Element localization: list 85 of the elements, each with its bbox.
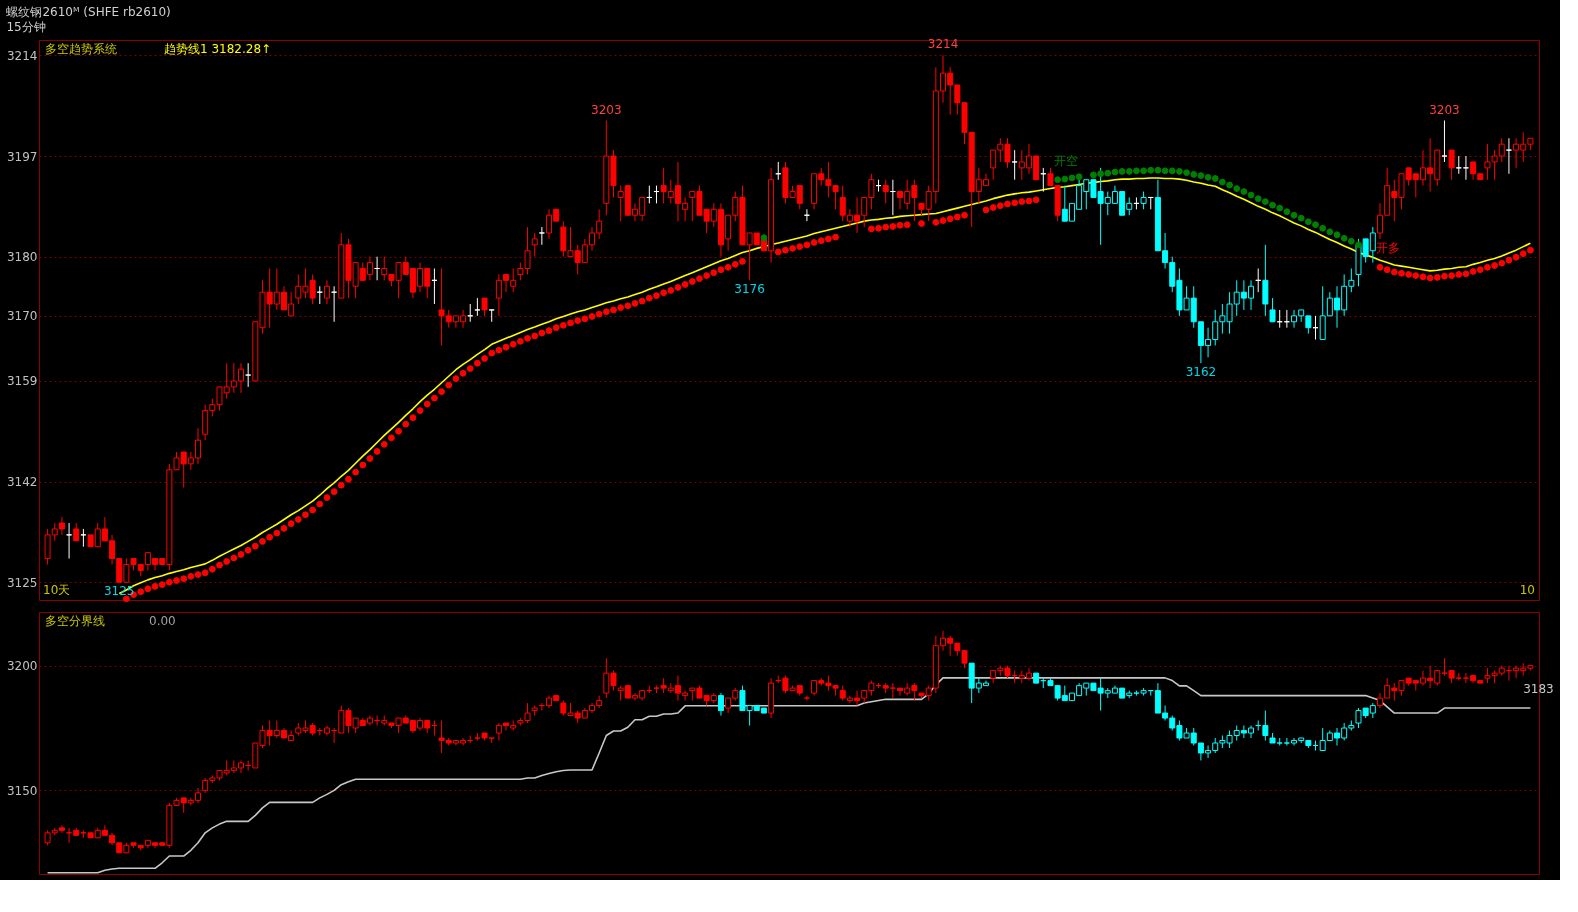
y-tick-label: 3159 bbox=[6, 374, 38, 389]
point bbox=[1269, 201, 1276, 209]
candlestick bbox=[803, 695, 810, 702]
point bbox=[1312, 221, 1319, 229]
point bbox=[1304, 218, 1312, 226]
annotation: 趋势线1 3182.28↑ bbox=[164, 42, 272, 56]
text: 3176 bbox=[734, 282, 765, 297]
text: 3203 bbox=[591, 102, 622, 117]
point bbox=[1283, 208, 1291, 216]
data-label: 开空 bbox=[1053, 153, 1078, 168]
point bbox=[1104, 169, 1112, 177]
candlestick bbox=[717, 692, 724, 717]
point bbox=[1140, 167, 1148, 175]
data-label: 开多 bbox=[1375, 241, 1400, 256]
annotation: 10天 bbox=[43, 583, 71, 597]
point bbox=[1154, 166, 1162, 174]
point bbox=[1254, 195, 1262, 203]
point bbox=[1340, 234, 1348, 242]
candlestick bbox=[1462, 155, 1469, 181]
candlestick bbox=[66, 522, 73, 560]
point bbox=[1183, 169, 1190, 177]
point bbox=[1326, 228, 1334, 236]
candlestick bbox=[1505, 137, 1512, 175]
annotation: 多空分界线 bbox=[45, 614, 105, 628]
point bbox=[1261, 198, 1269, 206]
point bbox=[1061, 175, 1069, 183]
point bbox=[1090, 171, 1097, 179]
point bbox=[1233, 185, 1241, 192]
point bbox=[1168, 167, 1176, 175]
text: 3162 bbox=[1185, 365, 1217, 380]
point bbox=[1276, 204, 1284, 212]
point bbox=[1333, 231, 1341, 239]
point bbox=[1068, 174, 1076, 182]
point bbox=[1218, 178, 1226, 186]
point bbox=[1290, 211, 1298, 219]
candlestick bbox=[1448, 149, 1455, 181]
point bbox=[1319, 224, 1327, 232]
candlestick bbox=[538, 226, 545, 246]
candlestick bbox=[1283, 737, 1290, 746]
y-tick-label: 3180 bbox=[6, 250, 38, 265]
point bbox=[760, 234, 768, 242]
candlestick bbox=[882, 179, 889, 204]
point bbox=[1161, 167, 1169, 175]
candlestick bbox=[245, 362, 252, 388]
point bbox=[1347, 237, 1355, 245]
point bbox=[1125, 168, 1133, 175]
text: 3203 bbox=[1429, 102, 1460, 117]
candlestick bbox=[1462, 672, 1469, 684]
y-tick-label: 3170 bbox=[6, 309, 38, 324]
annotation: 10 bbox=[1519, 583, 1535, 597]
y-tick-label: 3214 bbox=[6, 48, 38, 63]
point bbox=[1175, 168, 1183, 175]
candlestick bbox=[488, 309, 495, 323]
point bbox=[1133, 167, 1140, 175]
point bbox=[1197, 172, 1205, 179]
candlestick bbox=[323, 279, 330, 305]
point bbox=[1097, 170, 1105, 178]
point bbox=[1147, 166, 1155, 174]
candlestick bbox=[1011, 149, 1018, 181]
y-tick-label: 3197 bbox=[6, 149, 38, 164]
text: 3214 bbox=[927, 37, 959, 52]
point bbox=[1118, 168, 1126, 175]
point bbox=[1204, 173, 1212, 181]
point bbox=[1211, 175, 1219, 182]
point bbox=[1190, 170, 1198, 178]
y-tick-label: 3200 bbox=[6, 659, 38, 674]
candlestick bbox=[1441, 120, 1448, 163]
point bbox=[1075, 173, 1083, 181]
candlestick bbox=[1262, 244, 1269, 317]
point bbox=[1054, 176, 1062, 184]
point bbox=[1111, 168, 1119, 176]
point bbox=[1247, 191, 1255, 199]
chart-subtitle: 15分钟 bbox=[6, 20, 46, 35]
y-tick-label: 3125 bbox=[6, 575, 38, 590]
annotation: 0.00 bbox=[149, 614, 176, 628]
point bbox=[1226, 181, 1233, 189]
point bbox=[1240, 188, 1248, 195]
chart-title: 螺纹钢2610ᴹ (SHFE rb2610) bbox=[6, 5, 171, 20]
candlestick bbox=[1269, 297, 1276, 323]
y-tick-label: 3150 bbox=[6, 783, 38, 798]
y-tick-label: 3142 bbox=[6, 475, 38, 490]
annotation: 多空趋势系统 bbox=[45, 42, 117, 56]
point bbox=[1355, 241, 1362, 249]
point bbox=[1297, 214, 1305, 222]
candlestick bbox=[531, 232, 538, 258]
